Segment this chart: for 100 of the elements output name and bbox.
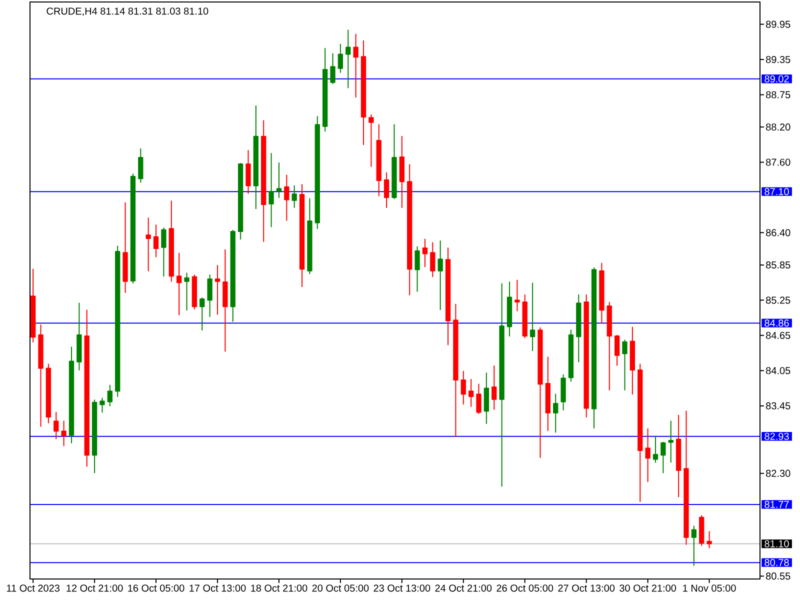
candlestick: [138, 148, 144, 183]
x-tick-label: 18 Oct 21:00: [251, 584, 308, 592]
y-tick-label: 85.25: [766, 296, 790, 304]
y-tick-label: 87.60: [766, 158, 790, 166]
candlestick: [622, 340, 628, 390]
candlestick: [115, 246, 120, 397]
candlestick: [376, 124, 382, 196]
candlestick: [630, 326, 636, 395]
candlestick: [200, 297, 205, 331]
candlestick: [46, 364, 52, 424]
candlestick: [61, 420, 66, 446]
candlestick: [122, 202, 128, 294]
y-tick-label: 86.40: [766, 229, 790, 236]
candlestick: [384, 172, 390, 208]
y-tick-label: 89.95: [766, 20, 790, 28]
candlestick: [346, 30, 351, 88]
candlestick: [230, 230, 236, 322]
candlestick: [453, 304, 458, 437]
y-tick-label: 84.05: [766, 367, 790, 374]
candlestick: [407, 164, 412, 296]
candlestick: [430, 242, 436, 278]
candlestick: [599, 262, 604, 324]
ref-line-label: 82.93: [764, 432, 789, 440]
candlestick: [499, 283, 504, 487]
ref-line-label: 87.10: [764, 188, 789, 196]
candlestick: [684, 410, 689, 545]
candlestick: [268, 152, 274, 228]
candlestick: [84, 310, 90, 467]
candlestick: [314, 116, 320, 230]
x-tick-label: 11 Oct 2023: [6, 584, 60, 592]
candlestick: [445, 247, 451, 346]
candlestick: [514, 280, 520, 312]
candlestick: [560, 374, 566, 410]
candlestick: [130, 173, 136, 284]
candlestick: [492, 365, 497, 410]
candlestick: [545, 356, 550, 431]
ref-line-label: 81.10: [764, 540, 789, 548]
x-tick-label: 26 Oct 05:00: [496, 584, 554, 592]
candlestick: [576, 294, 582, 362]
candlestick: [322, 48, 328, 132]
x-tick-label: 16 Oct 05:00: [128, 584, 184, 592]
candlestick: [438, 240, 443, 310]
candlestick: [568, 330, 574, 382]
candlestick: [706, 530, 712, 548]
ref-line-label: 81.77: [764, 500, 789, 508]
candlestick: [638, 364, 643, 502]
candlestick: [238, 162, 244, 240]
candlestick: [668, 420, 674, 463]
candlestick: [253, 105, 258, 210]
candlestick: [214, 265, 220, 315]
x-tick-label: 17 Oct 13:00: [190, 584, 246, 592]
candlestick: [338, 44, 344, 73]
ref-line-label: 84.86: [764, 320, 789, 327]
candlestick: [261, 120, 266, 242]
candlestick: [476, 384, 482, 414]
candlestick: [284, 174, 290, 221]
y-tick-label: 82.30: [766, 470, 790, 477]
y-tick-label: 88.20: [766, 123, 790, 131]
candlestick: [660, 442, 666, 474]
y-tick-label: 84.65: [766, 332, 790, 339]
candlestick: [645, 428, 650, 482]
candlestick: [54, 412, 59, 440]
candlestick: [330, 53, 336, 84]
candlestick: [146, 218, 151, 272]
candlestick: [399, 136, 404, 208]
y-tick-label: 85.85: [766, 261, 790, 269]
candlestick: [168, 200, 174, 282]
candlestick: [207, 274, 212, 318]
candlestick: [460, 370, 466, 405]
candlestick: [299, 184, 305, 288]
candlestick: [307, 198, 312, 274]
x-tick-label: 12 Oct 21:00: [66, 584, 123, 592]
candlestick: [161, 227, 166, 277]
candlestick: [100, 398, 105, 413]
candlestick: [699, 515, 704, 546]
candlestick: [276, 162, 282, 198]
candlestick: [292, 185, 297, 208]
candlestick: [360, 40, 366, 146]
candlestick: [368, 114, 374, 167]
ref-line-label: 89.02: [764, 75, 789, 82]
candlestick: [530, 282, 536, 352]
candlestick: [522, 294, 528, 338]
candlestick: [68, 346, 74, 444]
candlestick: [107, 384, 112, 406]
y-tick-label: 80.55: [766, 572, 790, 580]
candlestick: [414, 246, 420, 292]
ref-line-label: 80.78: [764, 559, 789, 566]
candlestick: [652, 436, 658, 463]
candlestick: [584, 294, 589, 418]
candlestick: [676, 414, 682, 498]
candlestick: [30, 268, 36, 342]
candlestick: [606, 302, 612, 390]
candlestick: [192, 274, 198, 310]
candlestick: [614, 334, 620, 366]
candlestick: [76, 302, 82, 371]
y-tick-label: 89.35: [766, 56, 790, 64]
candlestick: [176, 252, 182, 316]
candlestick: [92, 399, 98, 474]
candlestick: [468, 378, 474, 407]
x-tick-label: 23 Oct 13:00: [374, 584, 430, 592]
